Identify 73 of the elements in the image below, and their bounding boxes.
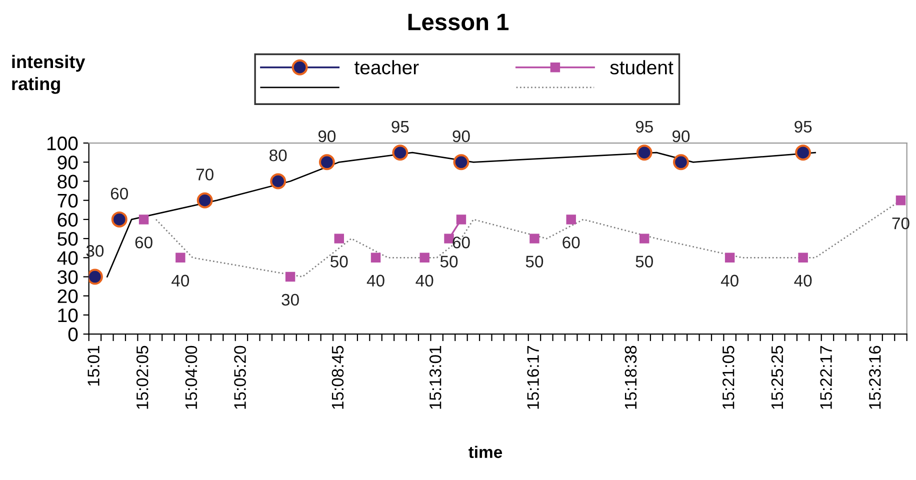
data-label: 95 xyxy=(636,120,653,133)
point xyxy=(724,252,735,263)
data-label: 60 xyxy=(452,236,470,248)
point xyxy=(530,234,540,244)
point xyxy=(138,214,149,224)
y-tick-label: 50 xyxy=(58,232,78,246)
data-label: 90 xyxy=(672,130,690,142)
data-label: 60 xyxy=(562,236,580,248)
legend-label: teacher xyxy=(354,60,419,74)
data-label: 60 xyxy=(110,188,128,200)
point xyxy=(639,234,650,244)
data-label: 80 xyxy=(270,149,287,162)
point xyxy=(318,154,335,170)
point xyxy=(270,173,286,190)
x-tick-label: 15:02:05 xyxy=(136,346,148,409)
x-tick-label: 15:01 xyxy=(88,346,100,386)
point xyxy=(420,252,430,263)
x-tick-label: 15:16:17 xyxy=(527,346,539,409)
point xyxy=(334,234,344,244)
chart-title: Lesson 1 xyxy=(408,14,509,30)
x-tick-label: 15:25:25 xyxy=(771,346,784,409)
x-axis-title: time xyxy=(468,446,502,458)
data-label: 70 xyxy=(196,168,214,180)
x-tick-label: 15:04:00 xyxy=(185,346,198,409)
y-tick-label: 70 xyxy=(58,194,78,208)
point xyxy=(566,214,576,224)
data-label: 90 xyxy=(452,130,470,142)
point xyxy=(196,192,213,208)
point xyxy=(392,144,408,161)
x-tick-label: 15:21:05 xyxy=(722,346,734,409)
point xyxy=(285,272,296,282)
x-tick-label: 15:18:38 xyxy=(624,346,637,409)
point xyxy=(896,195,906,206)
data-label: 50 xyxy=(526,256,544,268)
y-tick-label: 30 xyxy=(58,270,78,284)
point xyxy=(795,144,812,161)
data-label: 95 xyxy=(392,120,409,133)
point xyxy=(111,211,128,228)
y-axis-title: intensity rating xyxy=(12,54,86,94)
y-tick-label: 80 xyxy=(58,174,78,188)
data-label: 90 xyxy=(318,130,336,142)
data-label: 40 xyxy=(794,274,812,287)
data-label: 40 xyxy=(720,274,738,287)
point xyxy=(636,144,652,161)
point xyxy=(672,154,689,170)
data-label: 70 xyxy=(892,217,910,230)
legend-label: student xyxy=(610,60,674,74)
x-tick-label: 15:13:01 xyxy=(429,346,442,409)
data-label: 50 xyxy=(330,256,348,268)
point xyxy=(798,252,808,263)
y-tick-label: 90 xyxy=(58,156,78,170)
y-tick-label: 40 xyxy=(57,251,78,265)
x-tick-label: 15:23:16 xyxy=(868,346,881,409)
data-label: 50 xyxy=(636,256,653,268)
x-tick-label: 15:22:17 xyxy=(820,346,832,409)
data-label: 50 xyxy=(440,256,458,268)
data-label: 40 xyxy=(416,274,434,287)
x-tick-label: 15:05:20 xyxy=(234,346,246,409)
y-tick-label: 60 xyxy=(58,212,78,227)
data-label: 95 xyxy=(794,120,812,133)
point xyxy=(176,252,186,263)
y-tick-label: 10 xyxy=(58,308,78,322)
point xyxy=(456,214,466,224)
y-tick-label: 100 xyxy=(47,136,78,150)
data-label: 60 xyxy=(135,236,152,248)
x-tick-label: 15:08:45 xyxy=(332,346,344,409)
point xyxy=(453,154,470,170)
point xyxy=(370,252,381,263)
data-label: 40 xyxy=(172,274,190,287)
data-label: 30 xyxy=(282,294,299,306)
y-tick-label: 20 xyxy=(58,289,78,304)
y-tick-label: 0 xyxy=(68,328,78,342)
data-label: 40 xyxy=(366,274,384,287)
